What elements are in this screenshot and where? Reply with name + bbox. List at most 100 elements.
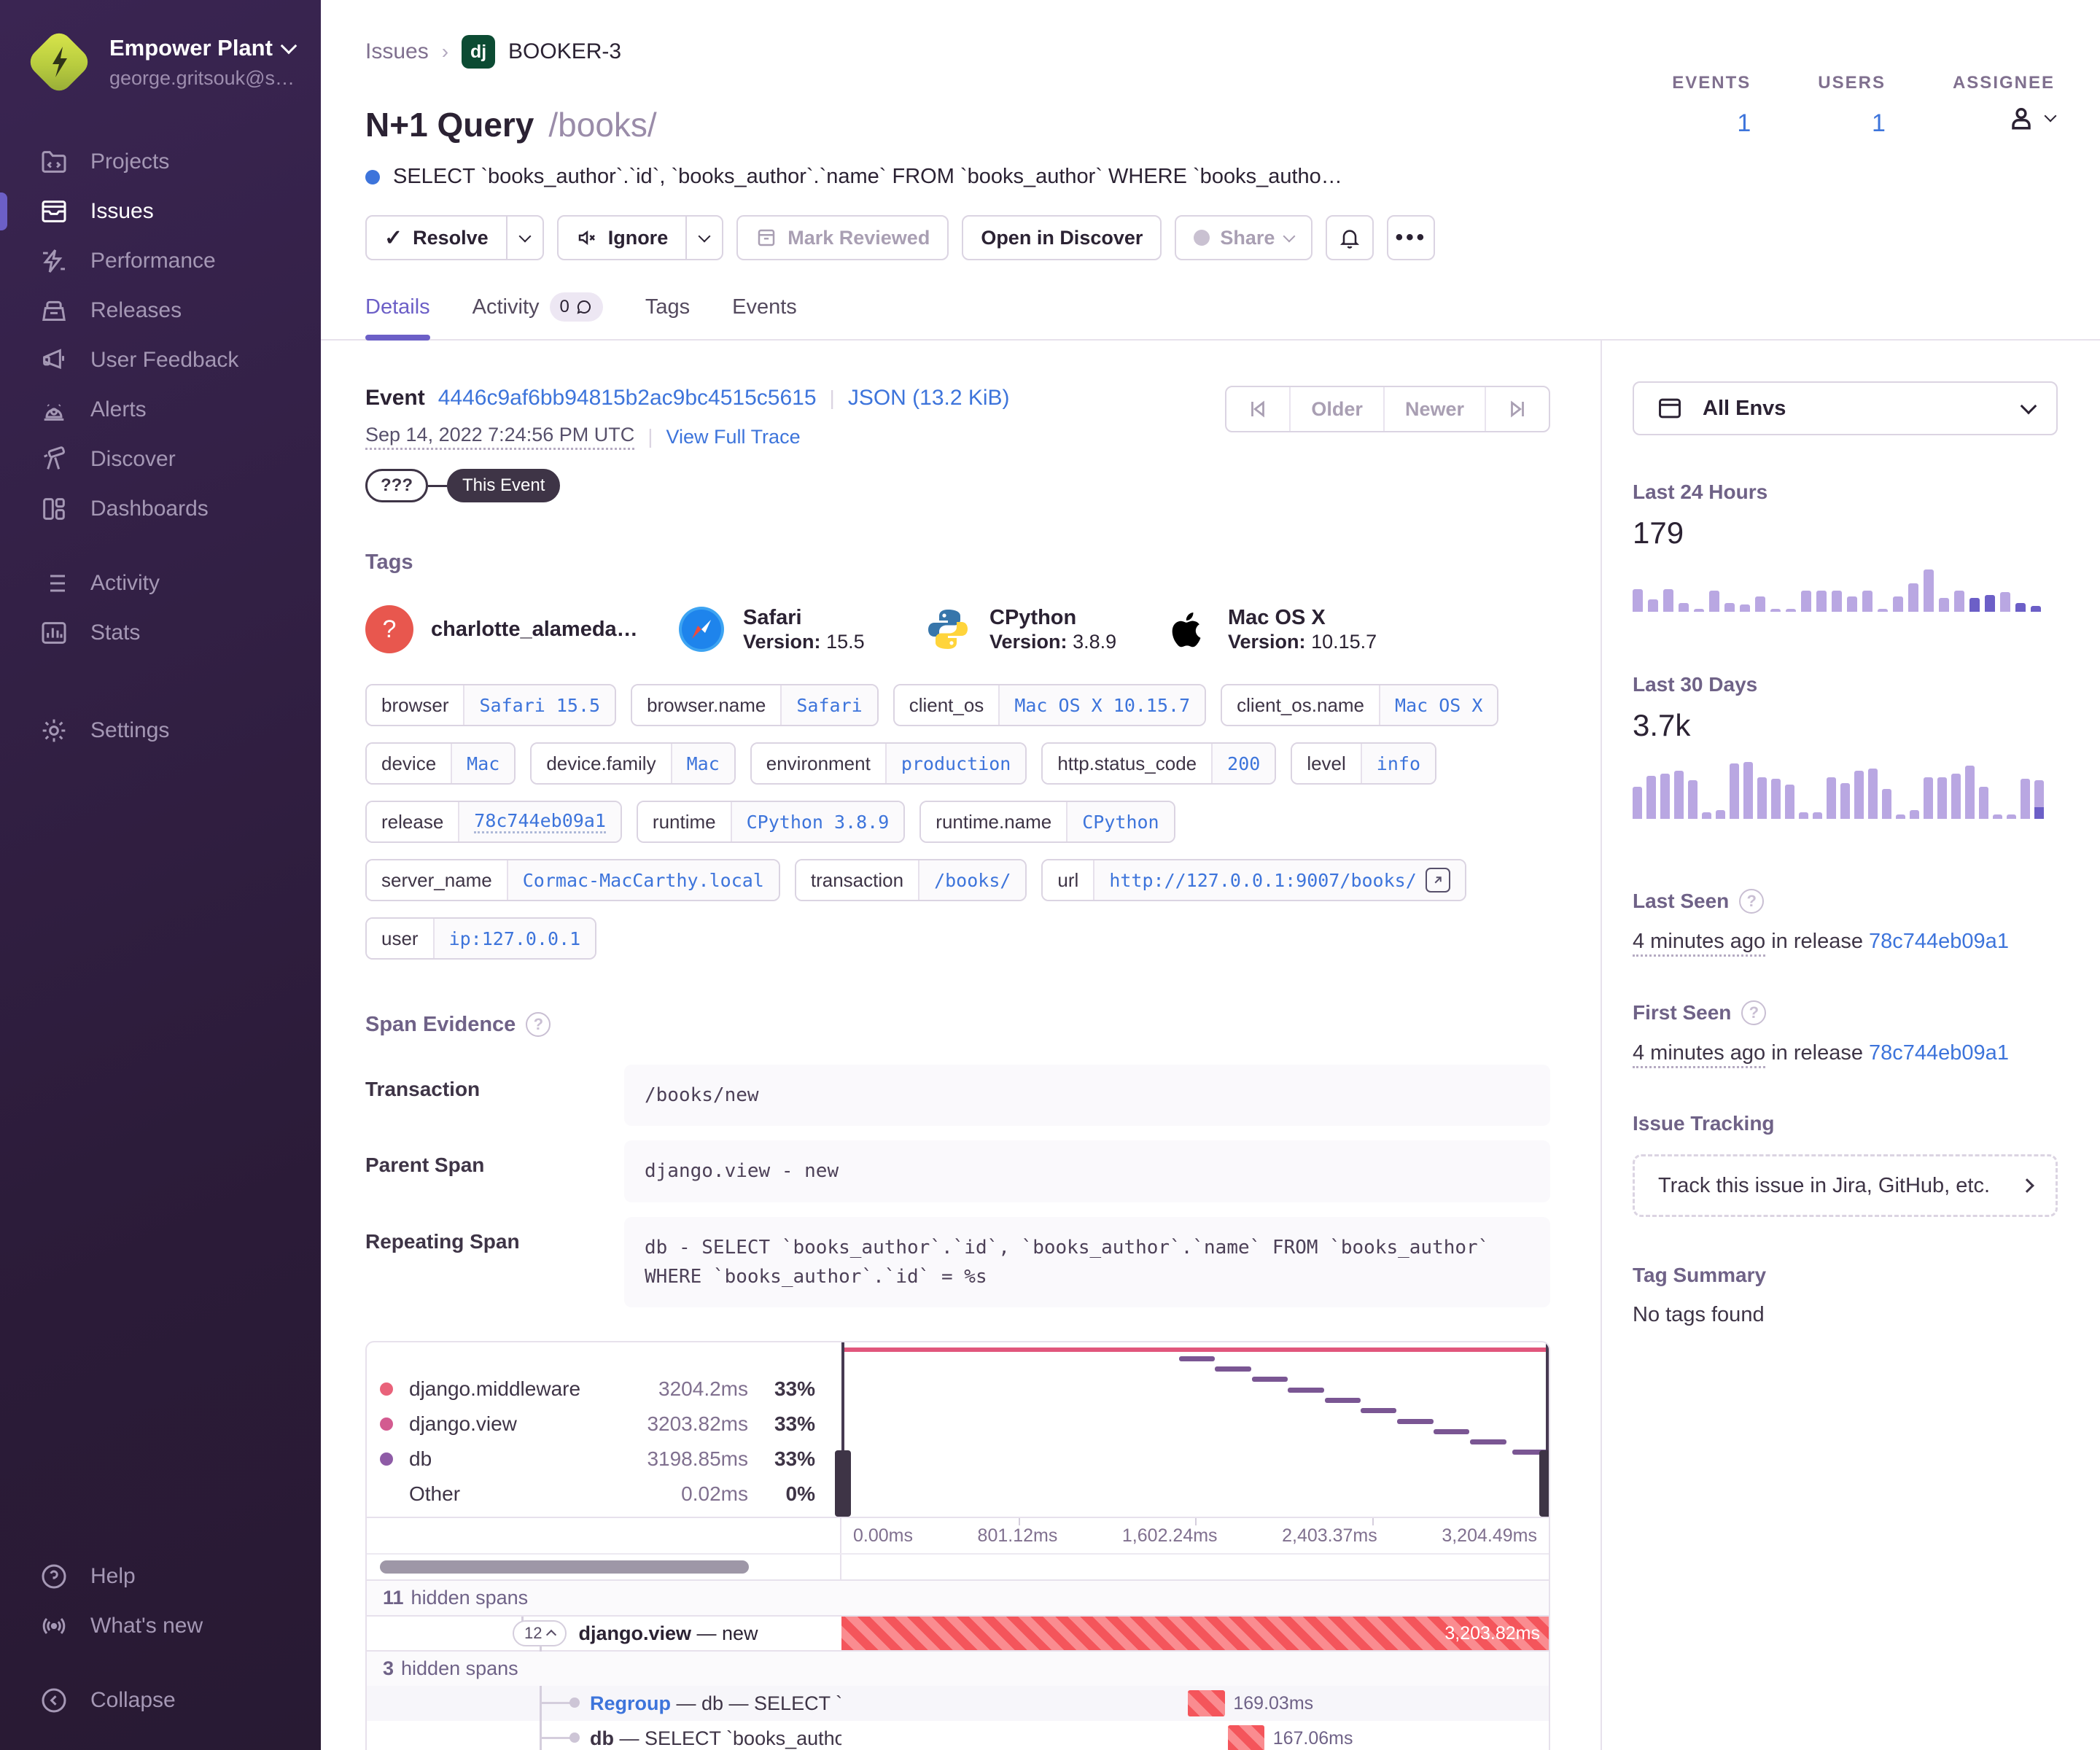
tag-pill[interactable]: server_name Cormac-MacCarthy.local: [365, 859, 780, 901]
hidden-spans-mid[interactable]: 3 hidden spans: [367, 1650, 1549, 1687]
resolve-dropdown[interactable]: [505, 217, 542, 259]
hidden-spans-above[interactable]: 11 hidden spans: [367, 1579, 1549, 1616]
resolve-button[interactable]: ✓ Resolve: [365, 215, 544, 260]
tag-pill[interactable]: user ip:127.0.0.1: [365, 917, 597, 960]
tag-pill[interactable]: client_os Mac OS X 10.15.7: [892, 684, 1207, 726]
tag-value[interactable]: Cormac-MacCarthy.local: [506, 860, 779, 900]
parent-span-row[interactable]: 12 django.view — new 3,203.82ms: [367, 1615, 1549, 1652]
sidebar-item-discover[interactable]: Discover: [0, 435, 321, 484]
event-id-link[interactable]: 4446c9af6bb94815b2ac9bc4515c5615: [438, 386, 817, 410]
tag-pill[interactable]: http.status_code 200: [1041, 742, 1277, 785]
tab-events[interactable]: Events: [732, 295, 797, 319]
first-seen-release-link[interactable]: 78c744eb09a1: [1869, 1041, 2009, 1065]
span-row[interactable]: db — SELECT `books_author` 167.06ms: [367, 1720, 1549, 1750]
sidebar-item-help[interactable]: Help: [0, 1552, 321, 1601]
minimap-handle-right[interactable]: [1539, 1450, 1549, 1517]
sidebar-item-activity[interactable]: Activity: [0, 559, 321, 608]
older-event-button[interactable]: Older: [1289, 387, 1383, 431]
tab-activity[interactable]: Activity 0: [472, 292, 603, 339]
tag-value[interactable]: Mac: [451, 744, 515, 783]
org-switcher[interactable]: Empower Plant george.gritsouk@s…: [0, 0, 321, 108]
help-circle-icon[interactable]: ?: [526, 1012, 551, 1037]
sidebar-item-alerts[interactable]: Alerts: [0, 385, 321, 435]
view-full-trace-link[interactable]: View Full Trace: [666, 425, 801, 448]
quick-trace-this-event-pill[interactable]: This Event: [446, 469, 561, 502]
minimap-handle-left[interactable]: [835, 1450, 851, 1517]
minimap-cursor-left[interactable]: [835, 1342, 851, 1517]
span-row[interactable]: Regroup — db — SELECT `boo 169.03ms: [367, 1686, 1549, 1721]
newest-event-button[interactable]: [1485, 387, 1549, 431]
horizontal-scrollbar[interactable]: [380, 1560, 749, 1574]
tag-value[interactable]: CPython: [1066, 802, 1174, 841]
assignee-selector[interactable]: [1953, 102, 2057, 134]
sidebar-item-collapse[interactable]: Collapse: [0, 1676, 321, 1725]
tag-pill[interactable]: runtime CPython 3.8.9: [636, 801, 906, 843]
tag-value[interactable]: 200: [1211, 744, 1275, 783]
expand-children-toggle[interactable]: 12: [513, 1620, 567, 1647]
oldest-event-button[interactable]: [1226, 387, 1289, 431]
tag-pill[interactable]: client_os.name Mac OS X: [1221, 684, 1499, 726]
users-count-link[interactable]: 1: [1872, 109, 1886, 137]
sidebar-item-releases[interactable]: Releases: [0, 286, 321, 335]
tag-value[interactable]: Mac: [670, 744, 734, 783]
help-circle-icon[interactable]: ?: [1741, 1000, 1767, 1025]
waterfall-minimap[interactable]: [835, 1342, 1549, 1517]
tag-value[interactable]: 78c744eb09a1: [458, 802, 621, 841]
newer-event-button[interactable]: Newer: [1382, 387, 1485, 431]
last-seen-time[interactable]: 4 minutes ago: [1633, 930, 1766, 957]
tag-pill[interactable]: release 78c744eb09a1: [365, 801, 622, 843]
sidebar-item-projects[interactable]: Projects: [0, 137, 321, 187]
tag-pill[interactable]: transaction /books/: [794, 859, 1027, 901]
runtime-tag-card[interactable]: CPython Version: 3.8.9: [924, 605, 1162, 653]
tag-value[interactable]: /books/: [918, 860, 1026, 900]
sidebar-item-dashboards[interactable]: Dashboards: [0, 484, 321, 534]
user-tag-card[interactable]: ? charlotte_alameda…: [365, 605, 677, 653]
last-seen-release-link[interactable]: 78c744eb09a1: [1869, 930, 2009, 953]
minimap-cursor-right[interactable]: [1539, 1342, 1549, 1517]
share-button[interactable]: Share: [1175, 215, 1313, 260]
tag-value[interactable]: Safari 15.5: [463, 685, 615, 725]
tag-pill[interactable]: level info: [1291, 742, 1437, 785]
breadcrumb-issues-link[interactable]: Issues: [365, 39, 429, 63]
open-in-discover-button[interactable]: Open in Discover: [962, 215, 1162, 260]
environment-select[interactable]: All Envs: [1633, 381, 2058, 435]
event-json-link[interactable]: JSON (13.2 KiB): [847, 386, 1010, 410]
tag-pill[interactable]: url http://127.0.0.1:9007/books/: [1041, 859, 1466, 901]
tag-value[interactable]: ip:127.0.0.1: [432, 919, 596, 958]
parent-span-bar[interactable]: 3,203.82ms: [841, 1617, 1549, 1651]
tag-value[interactable]: Mac OS X 10.15.7: [998, 685, 1205, 725]
tag-pill[interactable]: runtime.name CPython: [919, 801, 1175, 843]
os-tag-card[interactable]: Mac OS X Version: 10.15.7: [1162, 605, 1377, 653]
ignore-button[interactable]: Ignore: [556, 215, 724, 260]
help-circle-icon[interactable]: ?: [1739, 889, 1765, 914]
tag-value[interactable]: http://127.0.0.1:9007/books/: [1093, 860, 1465, 900]
sidebar-item-settings[interactable]: Settings: [0, 706, 321, 755]
ignore-dropdown[interactable]: [685, 217, 722, 259]
sidebar-item-user-feedback[interactable]: User Feedback: [0, 335, 321, 385]
subscribe-bell-button[interactable]: [1326, 215, 1374, 260]
browser-tag-card[interactable]: Safari Version: 15.5: [677, 605, 924, 653]
tag-pill[interactable]: device Mac: [365, 742, 516, 785]
tag-value[interactable]: CPython 3.8.9: [730, 802, 904, 841]
quick-trace-unknown-pill[interactable]: ???: [365, 469, 428, 502]
tag-value[interactable]: production: [884, 744, 1026, 783]
sidebar-item-whats-new[interactable]: What's new: [0, 1601, 321, 1651]
tag-pill[interactable]: device.family Mac: [530, 742, 736, 785]
events-count-link[interactable]: 1: [1737, 109, 1751, 137]
sidebar-item-stats[interactable]: Stats: [0, 608, 321, 658]
tag-value[interactable]: info: [1360, 744, 1436, 783]
mark-reviewed-button[interactable]: Mark Reviewed: [736, 215, 949, 260]
tag-pill[interactable]: environment production: [750, 742, 1027, 785]
first-seen-time[interactable]: 4 minutes ago: [1633, 1041, 1766, 1068]
tag-pill[interactable]: browser.name Safari: [631, 684, 879, 726]
sidebar-item-performance[interactable]: Performance: [0, 236, 321, 286]
tab-details[interactable]: Details: [365, 292, 430, 341]
event-timestamp[interactable]: Sep 14, 2022 7:24:56 PM UTC: [365, 424, 635, 450]
tag-value[interactable]: Mac OS X: [1379, 685, 1498, 725]
span-bar[interactable]: [1227, 1724, 1265, 1750]
external-link-icon[interactable]: [1425, 868, 1450, 892]
tab-tags[interactable]: Tags: [645, 295, 691, 319]
issue-tracking-cta[interactable]: Track this issue in Jira, GitHub, etc.: [1633, 1154, 2058, 1217]
more-actions-button[interactable]: •••: [1387, 215, 1436, 260]
sidebar-item-issues[interactable]: Issues: [0, 187, 321, 236]
